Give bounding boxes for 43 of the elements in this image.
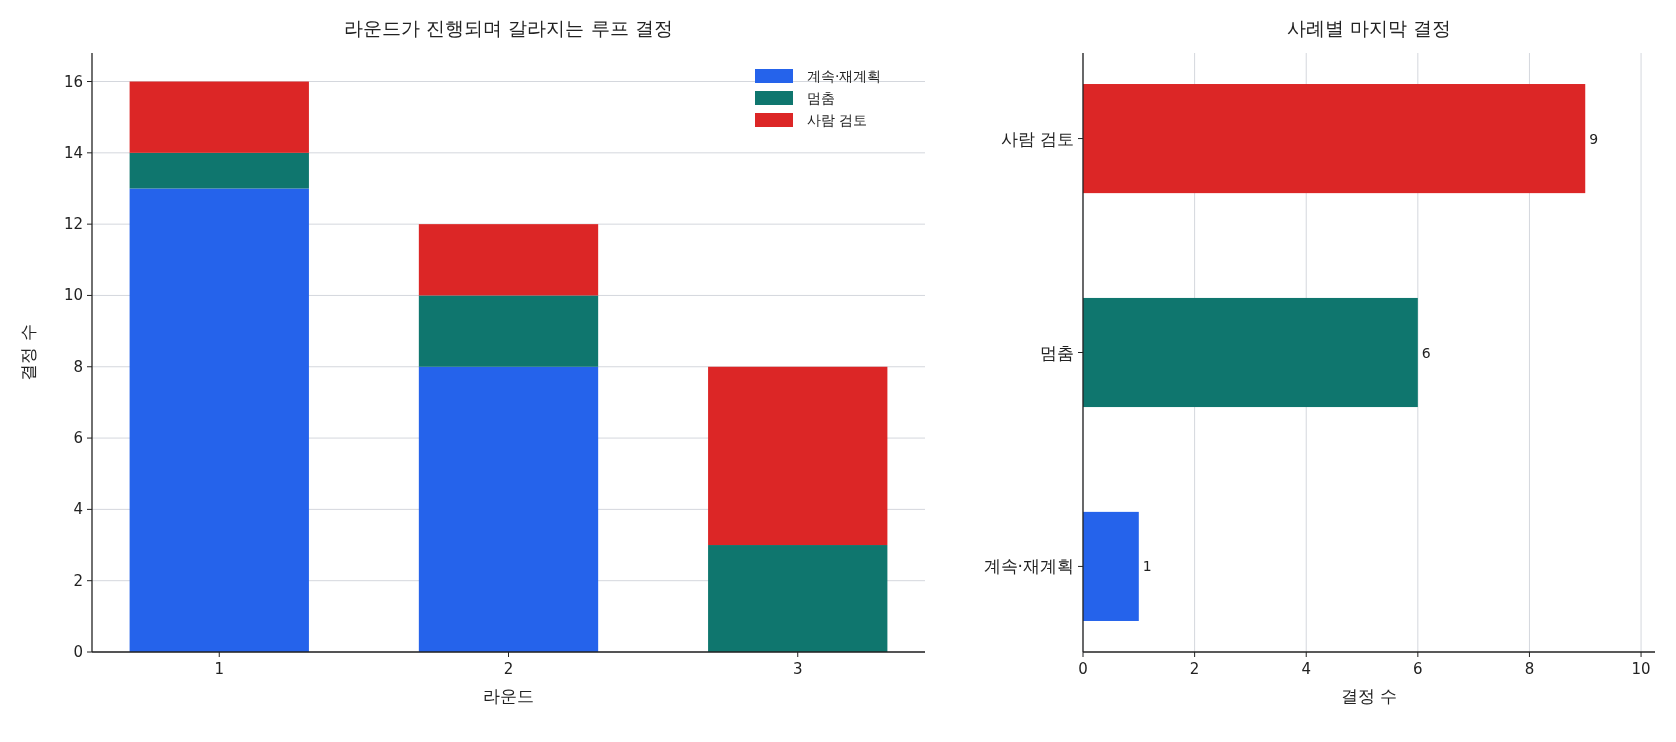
legend-label: 사람 검토	[807, 112, 868, 128]
x-tick-label: 0	[1078, 660, 1088, 678]
data-label: 9	[1589, 130, 1599, 147]
chart-title: 라운드가 진행되며 갈라지는 루프 결정	[344, 17, 673, 39]
x-axis-title: 결정 수	[1340, 686, 1398, 706]
y-tick-label: 8	[73, 357, 83, 376]
y-tick-label: 10	[63, 286, 83, 305]
legend-label: 멈춤	[807, 90, 835, 106]
y-tick-label: 4	[73, 500, 83, 519]
bar	[1083, 297, 1418, 408]
y-tick-label: 사람 검토	[1000, 128, 1074, 149]
x-tick-label: 2	[503, 660, 514, 678]
y-tick-label: 2	[73, 571, 83, 590]
bar	[1083, 84, 1586, 194]
x-tick-label: 4	[1301, 660, 1311, 678]
bar	[129, 188, 309, 652]
x-tick-label: 2	[1189, 660, 1200, 678]
x-tick-label: 1	[214, 660, 225, 678]
x-tick-label: 8	[1524, 660, 1535, 678]
legend-label: 계속·재계획	[807, 68, 882, 84]
y-tick-label: 0	[73, 643, 83, 661]
y-tick-label: 계속·재계획	[983, 556, 1074, 577]
bar	[418, 366, 599, 652]
y-axis-title: 결정 수	[18, 324, 38, 381]
x-tick-label: 3	[792, 660, 803, 678]
y-tick-label: 멈춤	[1040, 342, 1074, 363]
y-tick-label: 12	[63, 215, 83, 234]
data-label: 6	[1421, 344, 1431, 361]
bar	[1083, 511, 1139, 621]
x-tick-label: 10	[1631, 660, 1651, 678]
x-tick-label: 6	[1413, 660, 1423, 678]
bar	[708, 545, 888, 652]
bar	[418, 224, 599, 296]
bar	[129, 81, 309, 153]
bar	[418, 295, 599, 367]
y-tick-label: 6	[73, 429, 83, 448]
chart-title: 사례별 마지막 결정	[1286, 17, 1452, 39]
data-label: 1	[1142, 558, 1152, 575]
bar	[708, 366, 888, 546]
y-tick-label: 14	[63, 143, 83, 162]
x-axis-title: 라운드	[483, 686, 534, 706]
y-tick-label: 16	[63, 72, 83, 91]
bar	[129, 152, 309, 189]
